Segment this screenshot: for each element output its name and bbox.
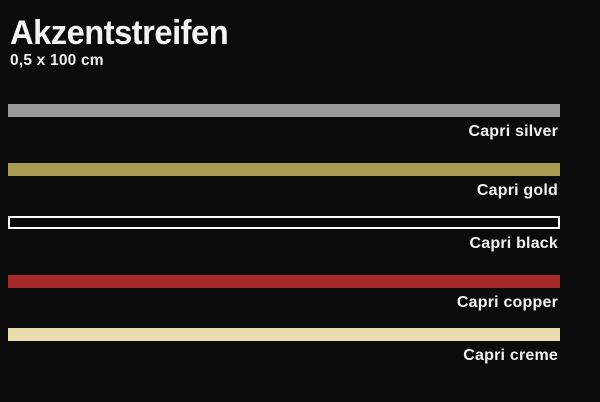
stripe-swatch-creme [8, 328, 560, 341]
stripe-row-copper: Capri copper [8, 275, 560, 312]
stripe-swatch-gold [8, 163, 560, 176]
stripe-label-creme: Capri creme [463, 347, 558, 364]
stripe-label-gold: Capri gold [476, 182, 558, 199]
page-title: Akzentstreifen [10, 14, 229, 52]
stripe-swatch-silver [8, 104, 560, 117]
stripe-label-silver: Capri silver [468, 123, 558, 140]
stripe-row-gold: Capri gold [8, 163, 560, 200]
stripe-label-copper: Capri copper [456, 294, 558, 311]
stripe-row-creme: Capri creme [8, 328, 560, 365]
stripe-swatch-copper [8, 275, 560, 288]
stripe-row-silver: Capri silver [8, 104, 560, 141]
size-subtitle: 0,5 x 100 cm [10, 52, 104, 69]
stripe-row-black: Capri black [8, 216, 560, 253]
stripe-swatch-black [8, 216, 560, 229]
stripe-label-black: Capri black [469, 235, 558, 252]
